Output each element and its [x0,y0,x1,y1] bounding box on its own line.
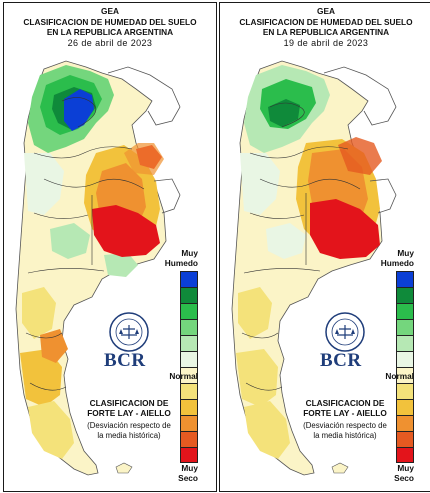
legend-swatch [396,415,414,431]
legend-top-label: Muy Humedo [366,248,414,268]
map-titles: GEA CLASIFICACION DE HUMEDAD DEL SUELO E… [4,6,216,48]
humid-strip-west [24,153,64,215]
legend-bottom-line2: Seco [394,473,414,483]
very-dry-zone-pampas [310,199,380,259]
legend-top-line1: Muy [397,248,414,258]
legend-swatch [396,335,414,351]
dry-patagonia-3 [244,401,290,459]
legend-swatch [180,415,198,431]
legend-bottom-label: Muy Seco [370,463,414,483]
method-note-line2: la media histórica) [313,430,377,440]
bcr-seal-icon [325,312,365,352]
bcr-logo: BCR [104,350,146,371]
wet-zone-dark [268,99,300,127]
legend-swatch [396,319,414,335]
neighbor-border [323,66,397,126]
legend-top-line1: Muy [181,248,198,258]
title-gea: GEA [101,6,119,16]
malvinas-islands [331,462,349,474]
method-note: (Desviación respecto de la media históri… [64,421,194,440]
method-title: CLASIFICACION DE FORTE LAY - AIELLO [280,398,410,418]
dry-ring-ne [124,143,164,175]
legend-swatch [396,303,414,319]
legend-swatch [180,367,198,383]
legend-swatch [180,383,198,399]
legend-swatch [396,287,414,303]
map-date: 26 de abril de 2023 [67,37,153,48]
title-country: EN LA REPUBLICA ARGENTINA [46,27,174,37]
map-panel-apr-19: GEA CLASIFICACION DE HUMEDAD DEL SUELO E… [219,2,430,492]
method-line1: CLASIFICACION DE [89,398,169,408]
method-title: CLASIFICACION DE FORTE LAY - AIELLO [64,398,194,418]
title-main: CLASIFICACION DE HUMEDAD DEL SUELO [23,16,197,27]
legend-bottom-line1: Muy [181,463,198,473]
humid-patch-south [104,253,138,277]
title-gea: GEA [317,6,335,16]
dry-patagonia-2 [20,349,62,407]
dry-patagonia-1 [238,287,272,339]
legend-swatch [396,399,414,415]
legend-swatch [396,447,414,463]
bcr-logo: BCR [320,350,362,371]
method-line2: FORTE LAY - AIELLO [87,408,171,418]
method-note-line2: la media histórica) [97,430,161,440]
map-titles: GEA CLASIFICACION DE HUMEDAD DEL SUELO E… [220,6,430,48]
title-main: CLASIFICACION DE HUMEDAD DEL SUELO [239,16,413,27]
legend-mid-label: Normal [385,371,414,381]
map-date: 19 de abril de 2023 [283,37,369,48]
legend-mid-label: Normal [169,371,198,381]
humid-strip-west [240,153,280,215]
legend-swatch [396,383,414,399]
legend-bottom-line1: Muy [397,463,414,473]
method-note-line1: (Desviación respecto de [303,421,387,430]
dry-patagonia-2 [236,349,278,407]
uruguay-border [369,178,397,214]
dry-patagonia-1 [22,287,56,339]
dry-patagonia-4 [40,329,68,363]
legend-swatch [396,431,414,447]
legend-top-label: Muy Humedo [150,248,198,268]
legend-swatch [180,319,198,335]
legend-swatch [396,351,414,367]
legend-swatch [180,447,198,463]
humid-patch-cuyo [50,223,90,259]
legend-bottom-line2: Seco [178,473,198,483]
legend-swatch [180,335,198,351]
method-line1: CLASIFICACION DE [305,398,385,408]
very-dry-zone-pampas [92,205,160,257]
soil-moisture-map-apr-19 [231,60,397,476]
method-note: (Desviación respecto de la media históri… [280,421,410,440]
legend-swatch [180,287,198,303]
legend-swatch [180,271,198,287]
legend-swatch [180,303,198,319]
bcr-seal-icon [109,312,149,352]
dry-ring-ne [338,137,382,175]
moisture-legend [396,271,414,463]
legend-swatch [396,271,414,287]
humid-patch-cuyo [266,223,306,259]
moisture-legend [180,271,198,463]
legend-top-line2: Humedo [380,258,414,268]
neighbor-border [107,66,181,126]
legend-swatch [180,399,198,415]
dry-patagonia-3 [28,401,74,459]
method-note-line1: (Desviación respecto de [87,421,171,430]
legend-swatch [180,351,198,367]
legend-swatch [396,367,414,383]
legend-swatch [180,431,198,447]
soil-moisture-map-apr-26 [15,60,181,476]
map-panel-apr-26: GEA CLASIFICACION DE HUMEDAD DEL SUELO E… [3,2,217,492]
title-country: EN LA REPUBLICA ARGENTINA [262,27,390,37]
malvinas-islands [115,462,133,474]
uruguay-border [153,178,181,214]
legend-top-line2: Humedo [164,258,198,268]
method-line2: FORTE LAY - AIELLO [303,408,387,418]
legend-bottom-label: Muy Seco [154,463,198,483]
